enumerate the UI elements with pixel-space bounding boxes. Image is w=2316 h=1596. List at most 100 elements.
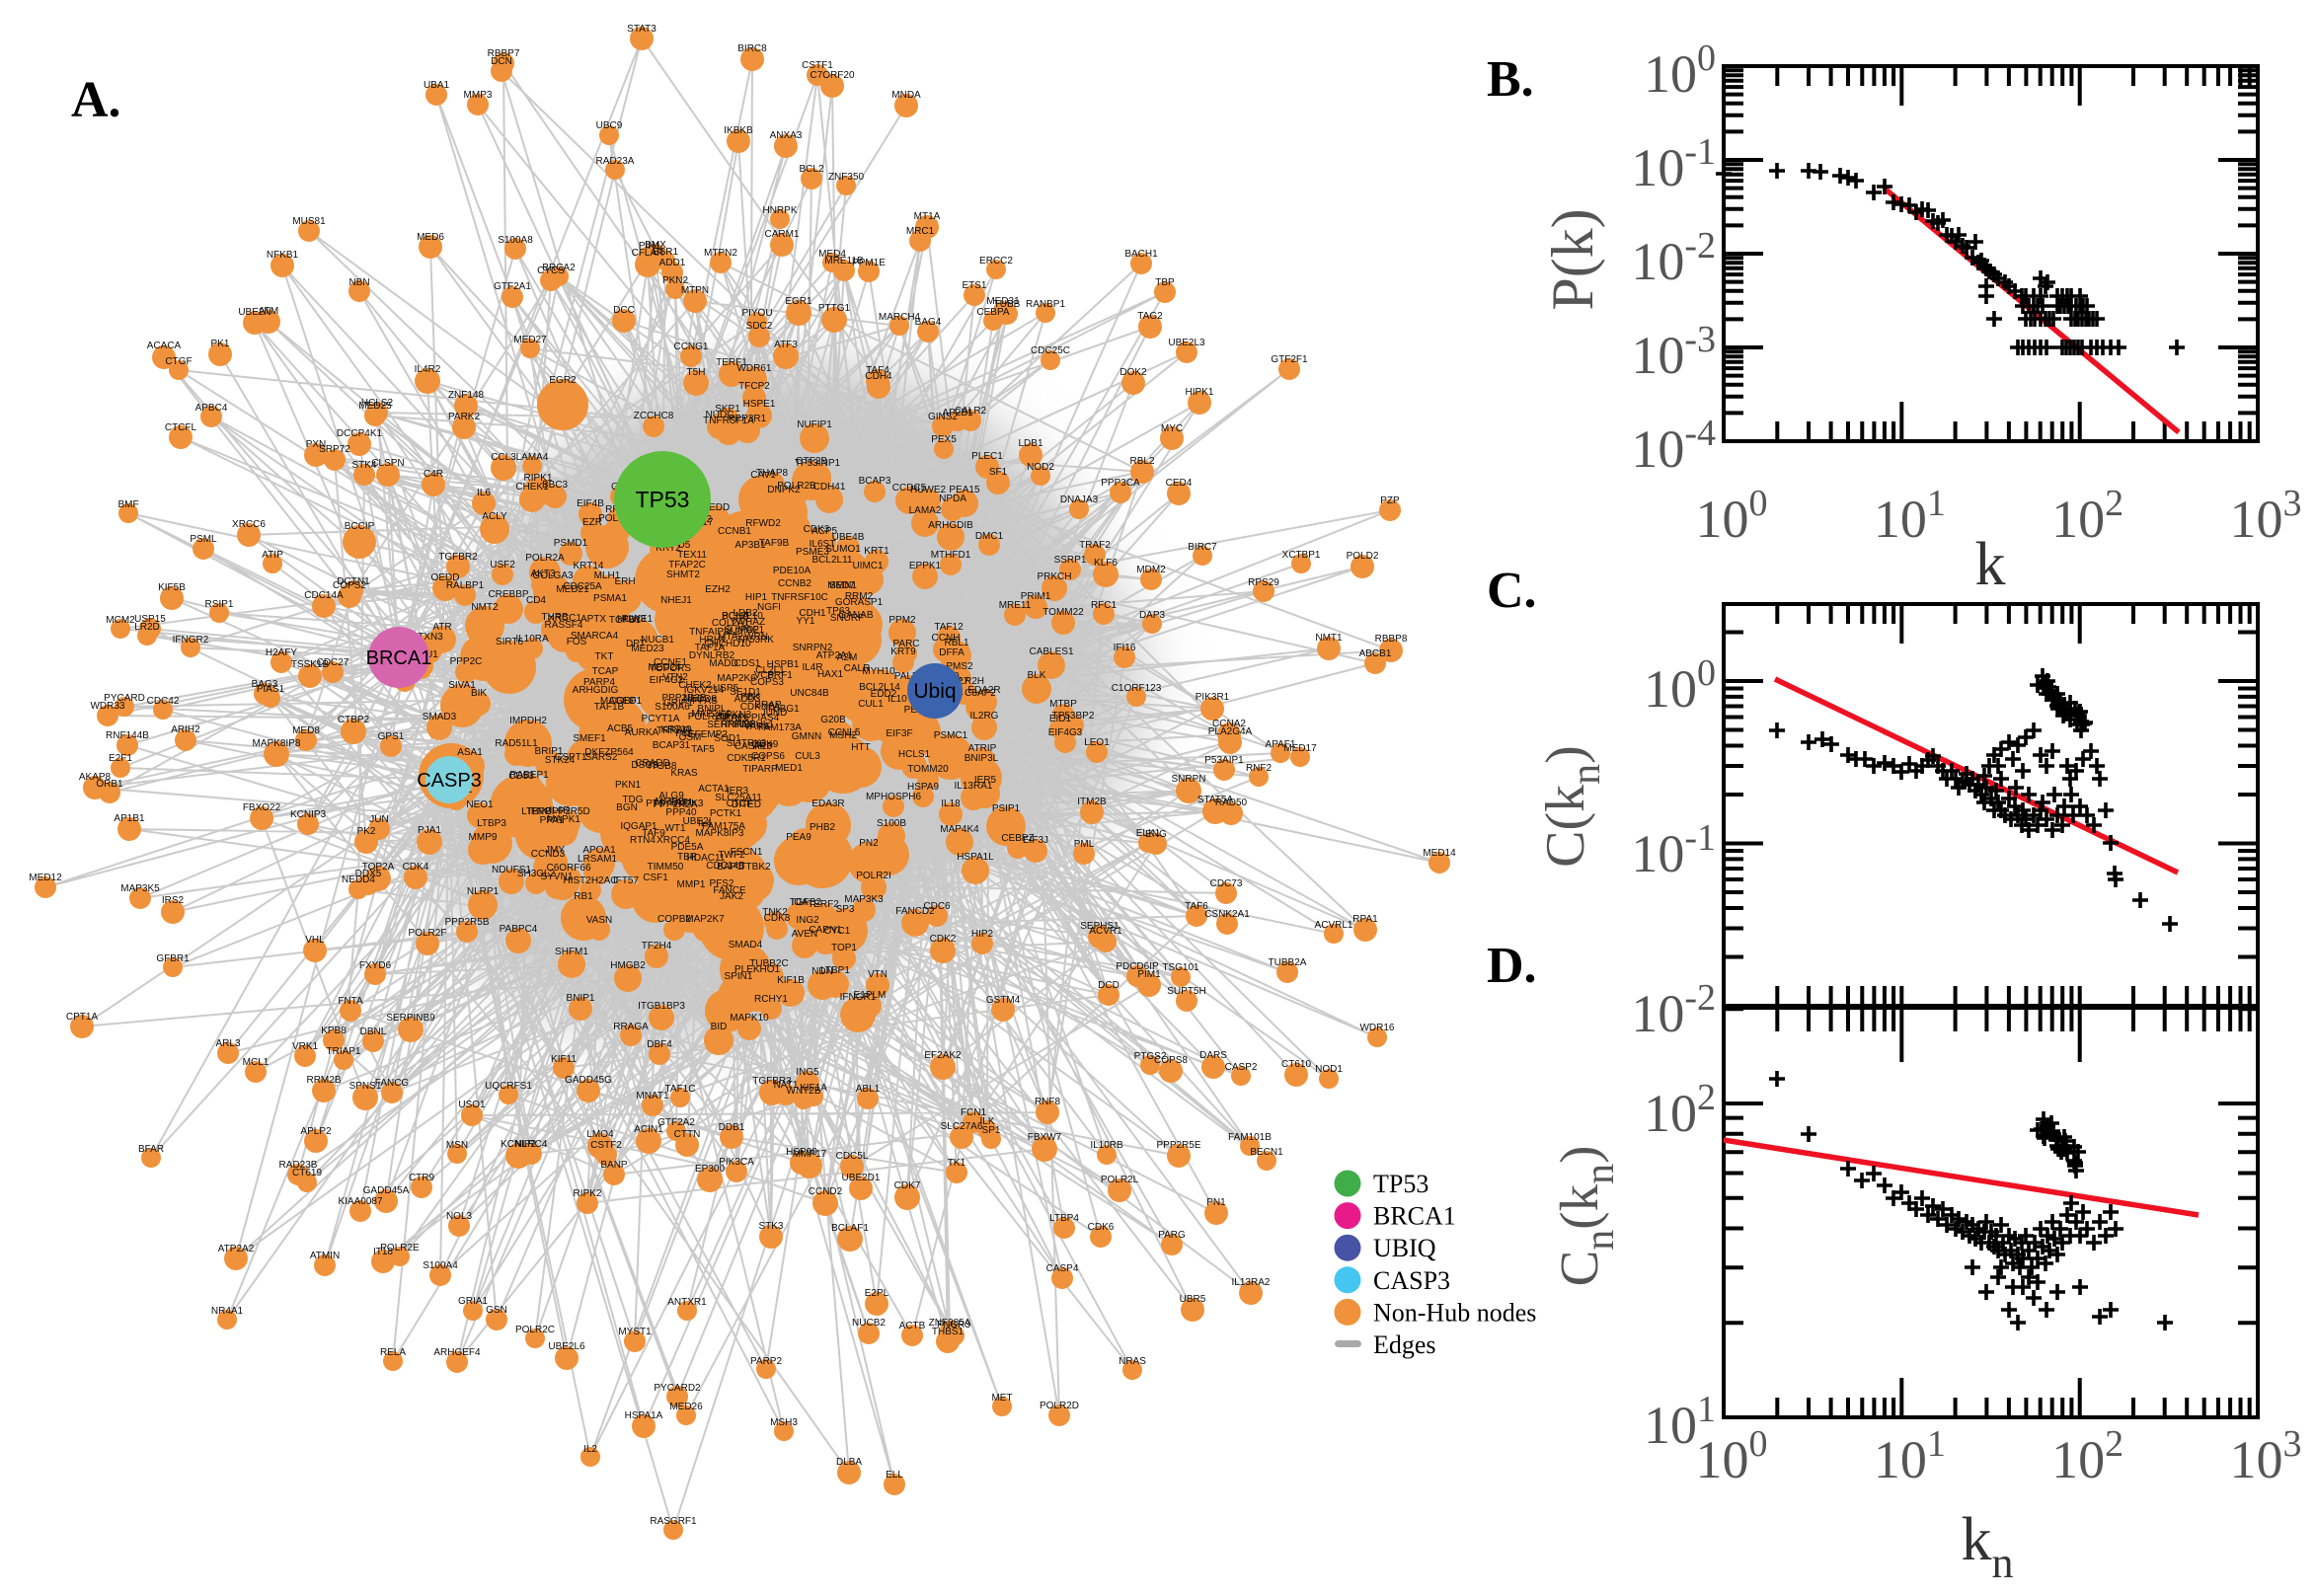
svg-text:CYC1: CYC1 (824, 926, 851, 937)
svg-text:PLA2G4A: PLA2G4A (1208, 726, 1253, 737)
svg-text:NUCB1: NUCB1 (641, 635, 674, 646)
svg-text:IL2RG: IL2RG (970, 711, 999, 722)
svg-text:PPP40: PPP40 (665, 807, 697, 818)
svg-text:USP5: USP5 (713, 683, 739, 694)
svg-text:CED4: CED4 (1166, 478, 1193, 489)
svg-text:EGR2: EGR2 (549, 375, 577, 386)
svg-text:FANCE: FANCE (713, 885, 746, 896)
svg-text:TAF6: TAF6 (1185, 901, 1208, 912)
svg-text:HIP1: HIP1 (745, 592, 768, 603)
svg-text:PPP3CA: PPP3CA (1101, 478, 1140, 489)
svg-text:MPHOSPH6: MPHOSPH6 (866, 792, 922, 802)
svg-text:RB1: RB1 (574, 891, 593, 902)
svg-text:NOL3: NOL3 (446, 1211, 473, 1222)
svg-text:ATMIN: ATMIN (310, 1251, 340, 1261)
svg-text:CCNG1: CCNG1 (673, 342, 708, 352)
svg-text:SUPT5H: SUPT5H (1167, 986, 1205, 997)
svg-text:SP1: SP1 (982, 1125, 1001, 1136)
svg-text:IL6R: IL6R (549, 805, 570, 816)
svg-text:RPA1: RPA1 (1352, 914, 1378, 925)
svg-text:NR4A1: NR4A1 (211, 1306, 244, 1317)
svg-text:IFNGR2: IFNGR2 (173, 635, 209, 646)
svg-text:ACVRL1: ACVRL1 (1315, 920, 1353, 931)
svg-text:HUWE2: HUWE2 (910, 485, 947, 495)
svg-text:MTPN: MTPN (681, 285, 709, 296)
svg-text:SKP1: SKP1 (715, 404, 740, 415)
svg-text:TOPORS: TOPORS (650, 663, 691, 674)
svg-text:FBXW7: FBXW7 (1028, 1132, 1062, 1143)
svg-text:GRIP1: GRIP1 (663, 698, 693, 709)
svg-text:FOS: FOS (567, 637, 587, 647)
svg-text:B.: B. (1487, 51, 1534, 108)
svg-text:UBE2D1: UBE2D1 (842, 1173, 881, 1183)
svg-text:TFCP2: TFCP2 (738, 381, 770, 392)
svg-text:MTA2: MTA2 (718, 632, 743, 643)
svg-text:PSML: PSML (190, 534, 217, 545)
svg-text:GSTM4: GSTM4 (986, 995, 1021, 1006)
svg-text:CTCFL: CTCFL (165, 422, 197, 433)
svg-text:MET: MET (991, 1393, 1012, 1404)
svg-text:UBR5: UBR5 (1180, 1294, 1206, 1305)
svg-text:FAM101B: FAM101B (1228, 1132, 1272, 1143)
svg-text:WRN: WRN (744, 632, 768, 643)
svg-text:ARHGDIG: ARHGDIG (573, 685, 619, 696)
svg-text:XCTBP1: XCTBP1 (1282, 550, 1321, 561)
svg-text:AP1B1: AP1B1 (114, 813, 145, 824)
svg-text:MCM2: MCM2 (106, 615, 135, 626)
svg-text:CDC27: CDC27 (317, 657, 349, 668)
svg-text:FXYD6: FXYD6 (359, 960, 392, 971)
svg-text:BNIP3L: BNIP3L (965, 753, 999, 764)
svg-text:MED17: MED17 (1283, 743, 1317, 754)
svg-text:TIMM50: TIMM50 (648, 862, 684, 873)
svg-text:MLH1: MLH1 (594, 570, 621, 581)
svg-text:TCAP: TCAP (592, 666, 619, 677)
svg-text:STAT3: STAT3 (627, 24, 656, 35)
svg-text:EDA3R: EDA3R (811, 798, 844, 809)
svg-text:TF2H4: TF2H4 (642, 941, 672, 951)
svg-text:EDA2R: EDA2R (967, 685, 1000, 696)
svg-text:BIK: BIK (471, 688, 487, 699)
svg-text:BAG3: BAG3 (252, 679, 278, 690)
svg-text:HSP90: HSP90 (786, 1147, 817, 1158)
svg-text:MYC: MYC (1161, 423, 1183, 434)
svg-text:CCNA2: CCNA2 (1212, 719, 1246, 729)
svg-text:TNFRSF1A: TNFRSF1A (703, 416, 754, 426)
svg-text:GSN: GSN (486, 1305, 507, 1316)
svg-text:CDS1: CDS1 (734, 658, 761, 669)
svg-text:TNFAIP8L2: TNFAIP8L2 (689, 627, 740, 638)
svg-text:FAM175A: FAM175A (702, 821, 745, 832)
svg-text:HDAC11: HDAC11 (687, 853, 726, 864)
svg-text:CDH4: CDH4 (865, 371, 892, 382)
svg-text:CT619: CT619 (292, 1168, 322, 1178)
svg-text:ABCB1: ABCB1 (1359, 648, 1392, 659)
svg-text:UBC9: UBC9 (596, 120, 623, 131)
svg-text:EZR: EZR (582, 517, 602, 528)
svg-text:DCD: DCD (1098, 980, 1119, 991)
svg-text:BRF1: BRF1 (767, 670, 793, 681)
svg-text:MED7: MED7 (827, 580, 855, 591)
svg-text:NGFI: NGFI (757, 602, 781, 613)
svg-text:DLBA: DLBA (836, 1457, 862, 1468)
svg-text:CALR: CALR (844, 663, 871, 674)
svg-text:MED12: MED12 (29, 873, 62, 883)
svg-text:DKFZP564: DKFZP564 (584, 747, 634, 758)
svg-text:COBF: COBF (609, 696, 637, 707)
svg-text:OSM: OSM (679, 732, 702, 743)
svg-text:POLR2J: POLR2J (598, 513, 636, 524)
svg-text:ZNF385A: ZNF385A (929, 1318, 971, 1329)
svg-text:TP53: TP53 (636, 487, 690, 512)
svg-text:HUWE1: HUWE1 (617, 614, 654, 625)
svg-text:SPNS1: SPNS1 (349, 1081, 382, 1092)
svg-text:PIK3CA: PIK3CA (719, 1157, 754, 1168)
svg-text:D.: D. (1487, 938, 1537, 994)
svg-text:THBS1: THBS1 (932, 1327, 965, 1337)
svg-text:MAP2K7: MAP2K7 (685, 914, 725, 925)
svg-text:RRM2B: RRM2B (306, 1075, 341, 1086)
svg-text:CALR2: CALR2 (955, 406, 987, 417)
svg-text:MSH2: MSH2 (829, 730, 857, 741)
svg-text:SRP72: SRP72 (319, 444, 350, 455)
svg-text:PDCD6IP: PDCD6IP (1116, 961, 1159, 972)
svg-text:POLD2: POLD2 (1347, 551, 1379, 562)
svg-text:STK4: STK4 (351, 460, 376, 471)
svg-text:PIM1: PIM1 (1137, 969, 1161, 980)
